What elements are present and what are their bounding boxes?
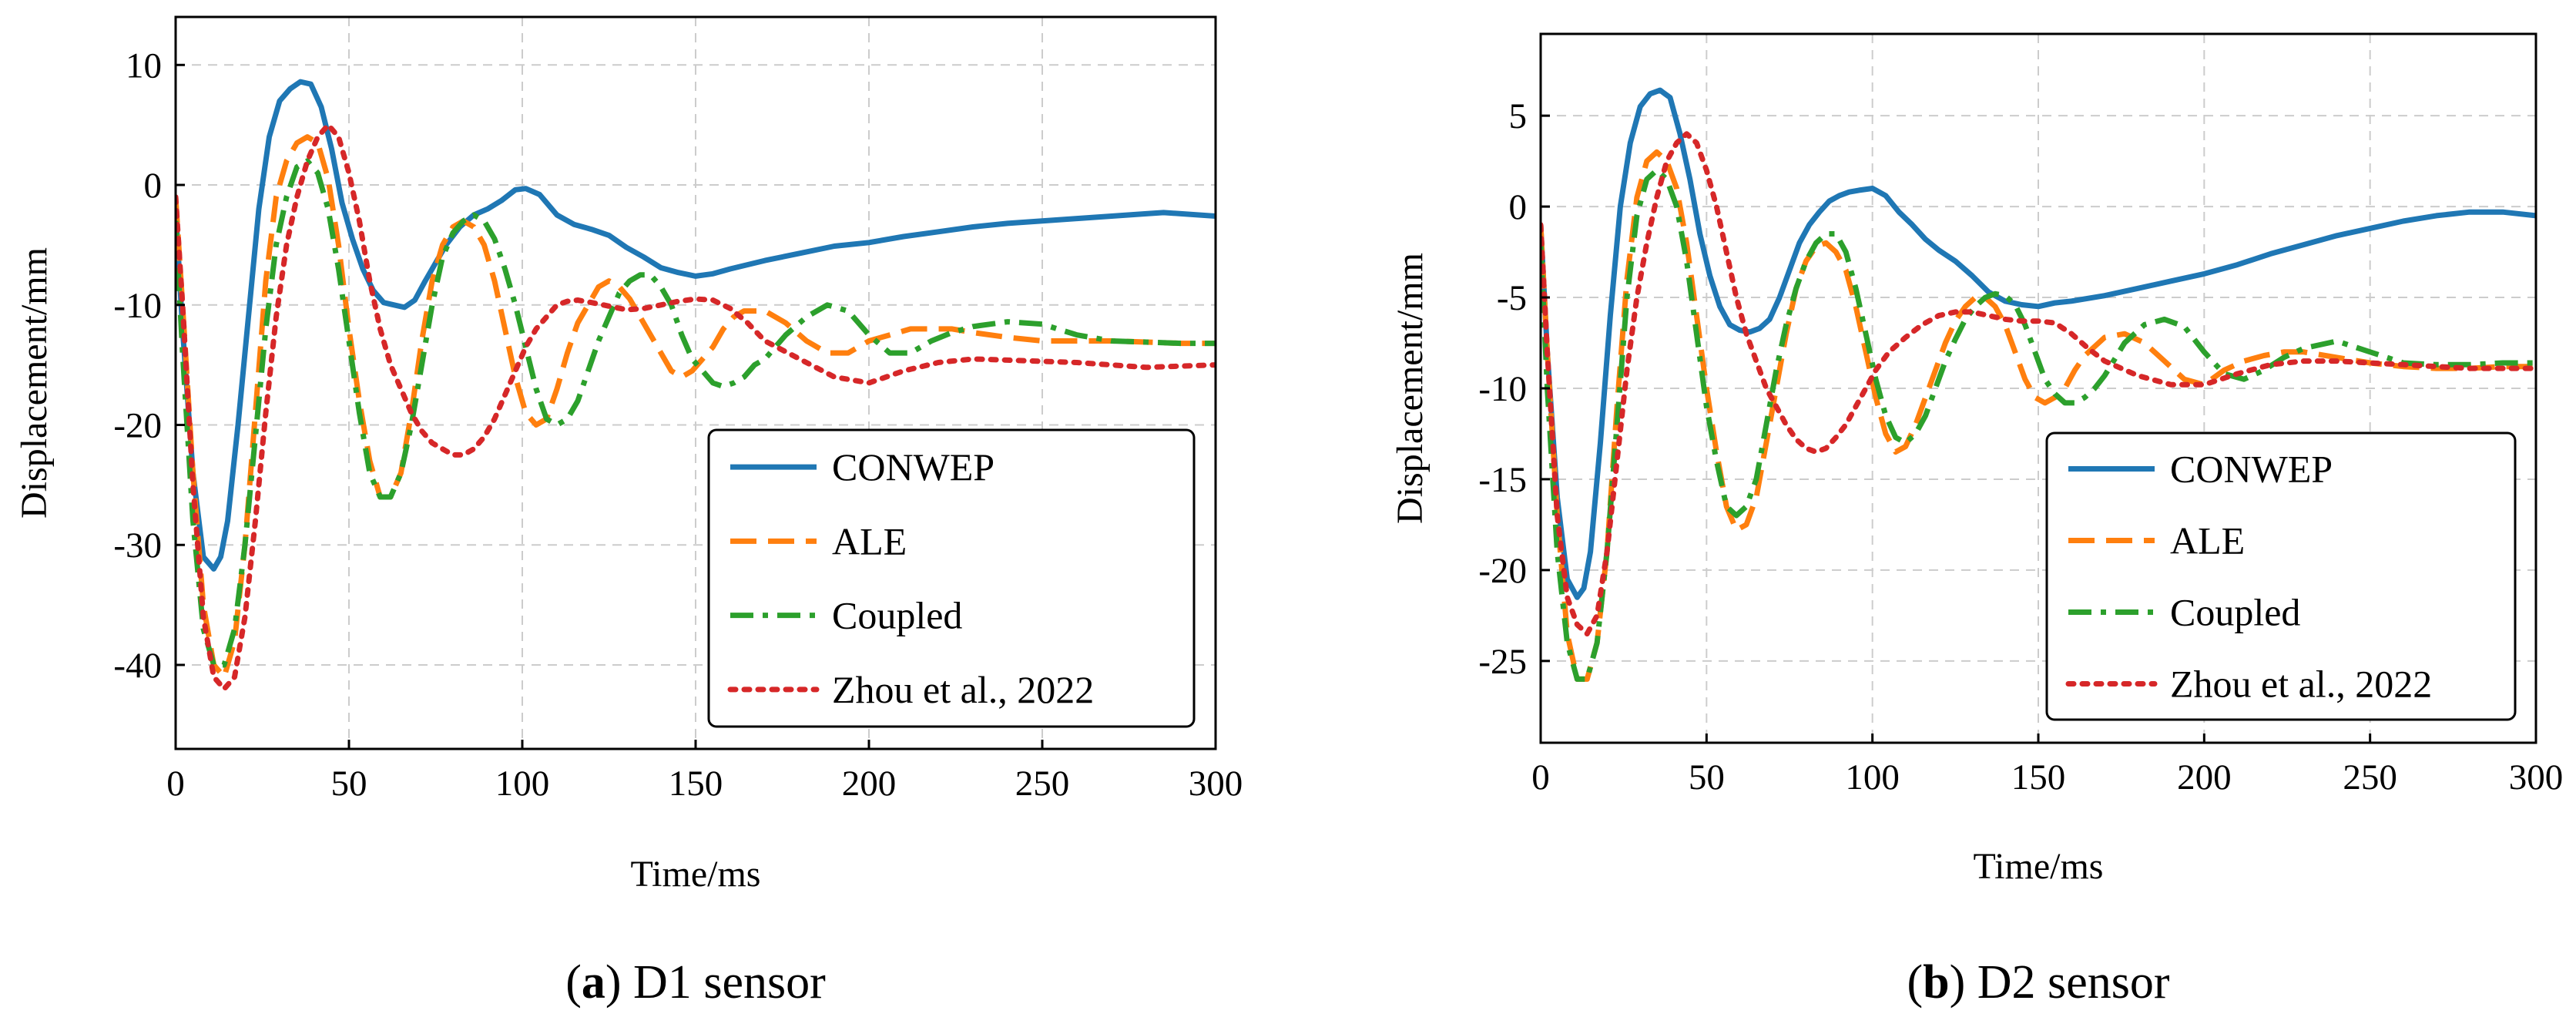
legend-label: ALE xyxy=(832,519,907,562)
x-tick-label: 200 xyxy=(842,764,897,804)
panel-label: b xyxy=(1923,956,1949,1009)
panel-caption: (b) D2 sensor xyxy=(1907,956,2170,1009)
x-tick-label: 300 xyxy=(2509,757,2564,797)
y-tick-label: 0 xyxy=(1509,187,1528,227)
chart-panel-a: 0 50 100 150 200 250 300100-10-20-30-40Time/ms… xyxy=(14,15,1243,1009)
legend-label: CONWEP xyxy=(832,445,995,488)
x-tick-label: 150 xyxy=(669,764,723,804)
x-tick-label: 100 xyxy=(1845,757,1900,797)
x-tick-label: 0 xyxy=(1531,757,1550,797)
series-group xyxy=(1541,87,2536,682)
x-tick-label: 300 xyxy=(1189,764,1243,804)
series-line-zhou-et-al-2022 xyxy=(176,122,1216,692)
legend-label: Zhou et al., 2022 xyxy=(832,668,1094,711)
x-tick-label: 150 xyxy=(2011,757,2066,797)
y-tick-label: -25 xyxy=(1478,642,1527,682)
legend: CONWEP ALE Coupled Zhou et al., 2022 xyxy=(2045,431,2517,721)
series-line-coupled xyxy=(176,158,1216,668)
x-tick-label: 250 xyxy=(1015,764,1070,804)
y-tick-label: -15 xyxy=(1478,460,1527,500)
panel-label: a xyxy=(582,956,605,1009)
legend-label: ALE xyxy=(2170,519,2245,562)
legend-box xyxy=(2045,431,2517,721)
x-axis-label: Time/ms xyxy=(1974,846,2104,887)
x-axis-label: Time/ms xyxy=(631,854,761,895)
series-line-ale xyxy=(176,134,1216,680)
legend-box xyxy=(707,428,1196,728)
y-tick-label: -5 xyxy=(1497,278,1527,318)
legend-label: Coupled xyxy=(832,594,962,637)
series-group xyxy=(176,79,1216,692)
series-line-conwep xyxy=(176,79,1216,572)
legend-label: Zhou et al., 2022 xyxy=(2170,663,2432,706)
y-axis-label: Displacement/mm xyxy=(14,247,55,519)
chart-panel-b: 0 50 100 150 200 250 30050-5-10-15-20-25Time/m… xyxy=(1390,32,2564,1009)
x-tick-label: 100 xyxy=(495,764,550,804)
y-tick-label: -10 xyxy=(1478,369,1527,409)
series-line-conwep xyxy=(1541,87,2536,600)
x-tick-label: 50 xyxy=(331,764,367,804)
y-tick-label: 10 xyxy=(126,45,162,86)
x-tick-label: 0 xyxy=(166,764,185,804)
x-tick-label: 200 xyxy=(2177,757,2232,797)
y-tick-label: -30 xyxy=(113,525,162,566)
legend: CONWEP ALE Coupled Zhou et al., 2022 xyxy=(707,428,1196,728)
panel-caption: (a) D1 sensor xyxy=(565,956,826,1009)
series-line-coupled xyxy=(1541,167,2536,682)
legend-label: CONWEP xyxy=(2170,448,2333,491)
y-tick-label: -40 xyxy=(113,646,162,686)
y-tick-label: -10 xyxy=(113,286,162,326)
y-tick-label: 5 xyxy=(1509,96,1528,136)
series-line-zhou-et-al-2022 xyxy=(1541,131,2536,636)
y-tick-label: -20 xyxy=(1478,551,1527,591)
y-tick-label: 0 xyxy=(144,166,163,206)
x-tick-label: 50 xyxy=(1689,757,1725,797)
x-tick-label: 250 xyxy=(2343,757,2397,797)
y-axis-label: Displacement/mm xyxy=(1390,253,1431,524)
y-tick-label: -20 xyxy=(113,406,162,446)
legend-label: Coupled xyxy=(2170,591,2300,634)
